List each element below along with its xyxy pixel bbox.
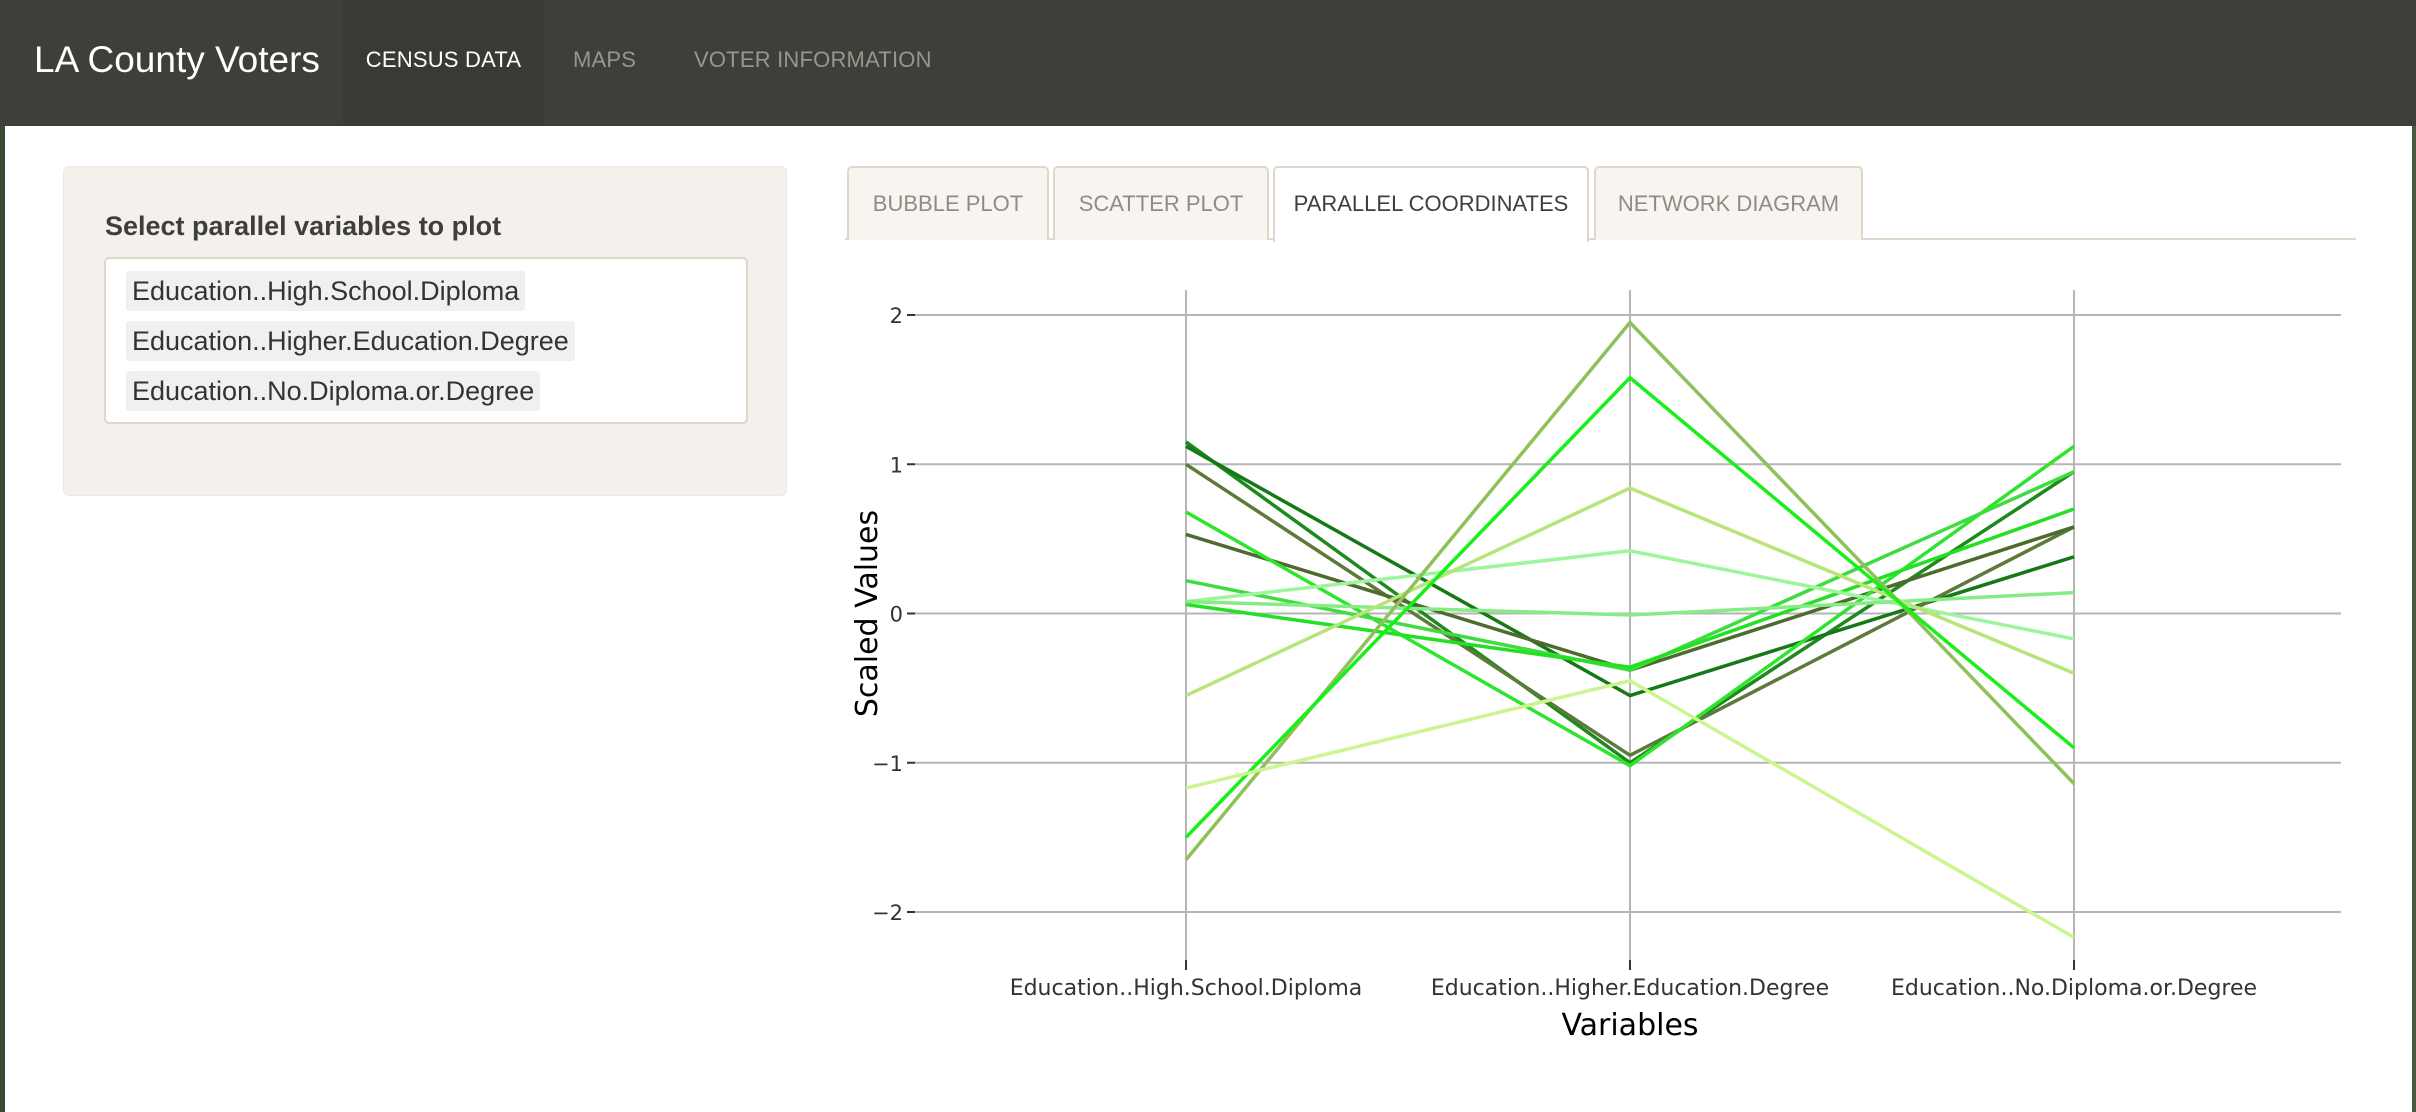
nav-voter-information[interactable]: VOTER INFORMATION [694,47,932,72]
tab-network-diagram[interactable]: NETWORK DIAGRAM [1594,166,1863,240]
x-tick-label: Education..High.School.Diploma [1010,976,1363,1001]
chart-svg: −2 −1 0 1 2 Education..High.School.Diploma Edu… [850,290,2341,1043]
x-axis-title: Variables [1561,1008,1698,1043]
tab-bubble-plot[interactable]: BUBBLE PLOT [847,166,1049,240]
y-tick-label: 0 [890,603,903,627]
plot-tabs: BUBBLE PLOT SCATTER PLOT PARALLEL COORDI… [845,166,2356,242]
x-tick-label: Education..Higher.Education.Degree [1431,976,1829,1001]
parallel-coordinates-chart: −2 −1 0 1 2 Education..High.School.Diploma Edu… [845,270,2356,1060]
series-line [1185,486,2075,698]
brand-title[interactable]: LA County Voters [34,39,320,80]
series-line [1184,320,2076,861]
selected-variable-chip[interactable]: Education..No.Diploma.or.Degree [126,371,541,411]
series-line [1185,444,2076,768]
series-line [1185,549,2075,641]
y-tick-label: −1 [872,752,903,776]
series-line [1184,440,2075,765]
x-tick-label: Education..No.Diploma.or.Degree [1891,976,2257,1001]
selected-variable-chip[interactable]: Education..Higher.Education.Degree [126,321,575,361]
nav-maps[interactable]: MAPS [573,47,637,72]
nav-census-data[interactable]: CENSUS DATA [343,0,544,126]
series-line [1185,462,2075,758]
y-tick-label: 2 [890,304,903,328]
series-line [1185,590,2075,617]
navbar: LA County Voters CENSUS DATA MAPS VOTER … [0,0,2416,126]
y-tick-label: 1 [890,453,903,477]
background-strip-left [0,0,5,1112]
variable-multiselect[interactable]: Education..High.School.Diploma Education… [104,257,748,424]
variable-select-label: Select parallel variables to plot [105,211,502,241]
selected-variable-chip[interactable]: Education..High.School.Diploma [126,271,526,311]
series-line [1185,470,2075,672]
sidebar-panel: Select parallel variables to plot Educat… [63,166,787,496]
y-axis-title: Scaled Values [850,510,885,717]
tab-parallel-coordinates[interactable]: PARALLEL COORDINATES [1273,166,1589,242]
y-tick-label: −2 [872,901,903,925]
series-line [1184,375,2076,839]
background-strip-right [2412,0,2416,1112]
tab-scatter-plot[interactable]: SCATTER PLOT [1053,166,1269,240]
series-line [1185,678,2075,939]
